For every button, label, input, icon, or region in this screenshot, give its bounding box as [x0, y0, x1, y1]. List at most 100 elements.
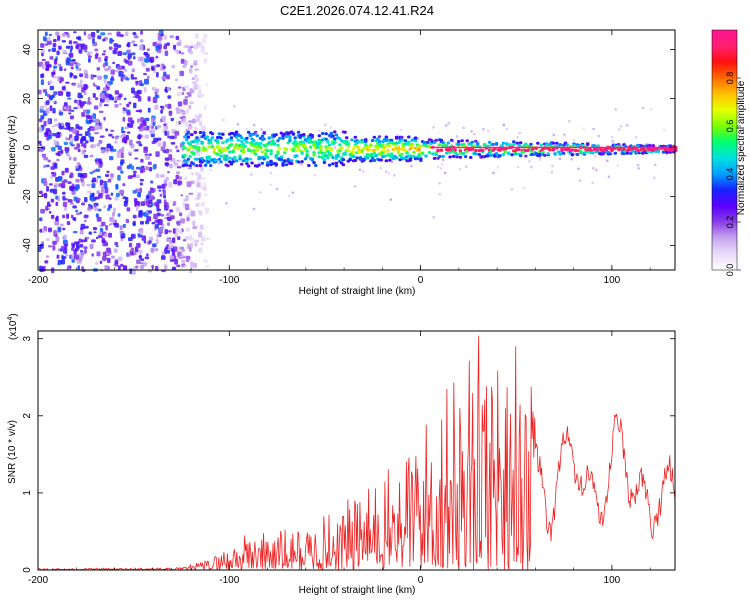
- heatmap-cell: [63, 198, 68, 201]
- heatmap-cell: [51, 47, 57, 52]
- heatmap-cell: [100, 32, 106, 36]
- heatmap-cell: [185, 255, 191, 260]
- heatmap-cell: [207, 145, 211, 149]
- heatmap-cell: [343, 130, 347, 134]
- heatmap-cell: [149, 60, 154, 64]
- heatmap-cell: [132, 190, 137, 194]
- heatmap-cell: [156, 206, 160, 212]
- heatmap-cell: [76, 143, 81, 148]
- heatmap-cell: [346, 145, 351, 149]
- heatmap-cell: [191, 237, 195, 244]
- heatmap-cell: [462, 126, 465, 130]
- heatmap-cell: [265, 149, 270, 153]
- heatmap-cell: [238, 154, 242, 158]
- heatmap-cell: [117, 166, 122, 171]
- heatmap-cell: [289, 159, 294, 163]
- heatmap-cell: [153, 64, 157, 69]
- x-tick-label: -100: [219, 275, 239, 286]
- heatmap-cell: [42, 230, 47, 233]
- heatmap-cell: [146, 253, 149, 257]
- heatmap-cell: [169, 209, 174, 213]
- heatmap-cell: [73, 249, 77, 255]
- heatmap-cell: [312, 161, 316, 165]
- heatmap-cell: [125, 218, 130, 224]
- heatmap-cell: [207, 160, 211, 164]
- heatmap-cell: [86, 190, 92, 194]
- heatmap-cell: [203, 33, 208, 38]
- heatmap-cell: [69, 52, 74, 58]
- heatmap-cell: [607, 175, 611, 178]
- heatmap-cell: [665, 151, 669, 155]
- heatmap-cell: [95, 236, 99, 240]
- heatmap-cell: [492, 171, 495, 175]
- heatmap-cell: [138, 143, 143, 147]
- heatmap-cell: [300, 162, 303, 166]
- heatmap-cell: [77, 126, 83, 130]
- heatmap-cell: [39, 143, 42, 147]
- heatmap-cell: [83, 84, 88, 90]
- heatmap-cell: [165, 125, 168, 130]
- heatmap-cell: [477, 153, 482, 156]
- heatmap-cell: [76, 162, 81, 166]
- heatmap-cell: [198, 131, 203, 134]
- heatmap-cell: [56, 254, 60, 259]
- heatmap-cell: [636, 163, 640, 167]
- heatmap-cell: [122, 117, 126, 122]
- heatmap-cell: [163, 199, 167, 206]
- heatmap-cell: [107, 178, 112, 183]
- heatmap-cell: [663, 128, 666, 132]
- heatmap-cell: [233, 146, 237, 150]
- heatmap-cell: [195, 164, 199, 168]
- heatmap-cell: [455, 135, 459, 138]
- heatmap-cell: [107, 248, 111, 254]
- heatmap-cell: [162, 189, 166, 195]
- heatmap-cell: [425, 140, 430, 144]
- heatmap-cell: [150, 247, 155, 253]
- figure-title: C2E1.2026.074.12.41.R24: [280, 3, 434, 18]
- heatmap-cell: [217, 146, 222, 150]
- heatmap-cell: [447, 121, 451, 125]
- heatmap-cell: [58, 109, 62, 112]
- heatmap-cell: [96, 190, 100, 194]
- heatmap-cell: [105, 58, 108, 62]
- heatmap-cell: [472, 144, 476, 148]
- heatmap-cell: [592, 127, 595, 131]
- heatmap-cell: [157, 142, 162, 147]
- heatmap-cell: [412, 150, 416, 154]
- heatmap-cell: [58, 63, 62, 67]
- heatmap-cell: [252, 148, 256, 152]
- heatmap-cell: [135, 166, 141, 170]
- heatmap-cell: [99, 227, 104, 234]
- x-tick-label: -100: [219, 575, 239, 586]
- heatmap-cell: [293, 136, 297, 140]
- heatmap-cell: [108, 133, 113, 137]
- heatmap-cell: [117, 265, 121, 270]
- heatmap-cell: [197, 147, 201, 151]
- heatmap-cell: [117, 256, 123, 262]
- heatmap-cell: [215, 152, 220, 156]
- heatmap-cell: [174, 258, 179, 265]
- heatmap-cell: [173, 161, 177, 166]
- heatmap-cell: [163, 45, 168, 50]
- heatmap-cell: [233, 105, 236, 108]
- heatmap-cell: [182, 265, 188, 268]
- heatmap-cell: [269, 159, 273, 163]
- heatmap-cell: [176, 149, 180, 153]
- heatmap-cell: [64, 147, 70, 152]
- heatmap-cell: [65, 122, 70, 126]
- heatmap-cell: [93, 197, 97, 201]
- heatmap-cell: [334, 161, 339, 165]
- heatmap-cell: [300, 151, 304, 155]
- heatmap-cell: [362, 170, 365, 173]
- heatmap-cell: [86, 101, 92, 105]
- heatmap-cell: [123, 136, 128, 141]
- heatmap-cell: [367, 148, 371, 152]
- heatmap-cell: [82, 172, 88, 179]
- heatmap-cell: [44, 91, 48, 97]
- colorbar-tick-label: 0.2: [725, 216, 735, 229]
- heatmap-cell: [176, 42, 182, 46]
- heatmap-cell: [529, 142, 533, 146]
- heatmap-cell: [158, 189, 162, 192]
- heatmap-cell: [175, 227, 179, 234]
- heatmap-cell: [586, 142, 590, 146]
